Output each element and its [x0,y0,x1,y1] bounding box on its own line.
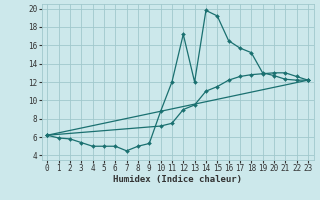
X-axis label: Humidex (Indice chaleur): Humidex (Indice chaleur) [113,175,242,184]
